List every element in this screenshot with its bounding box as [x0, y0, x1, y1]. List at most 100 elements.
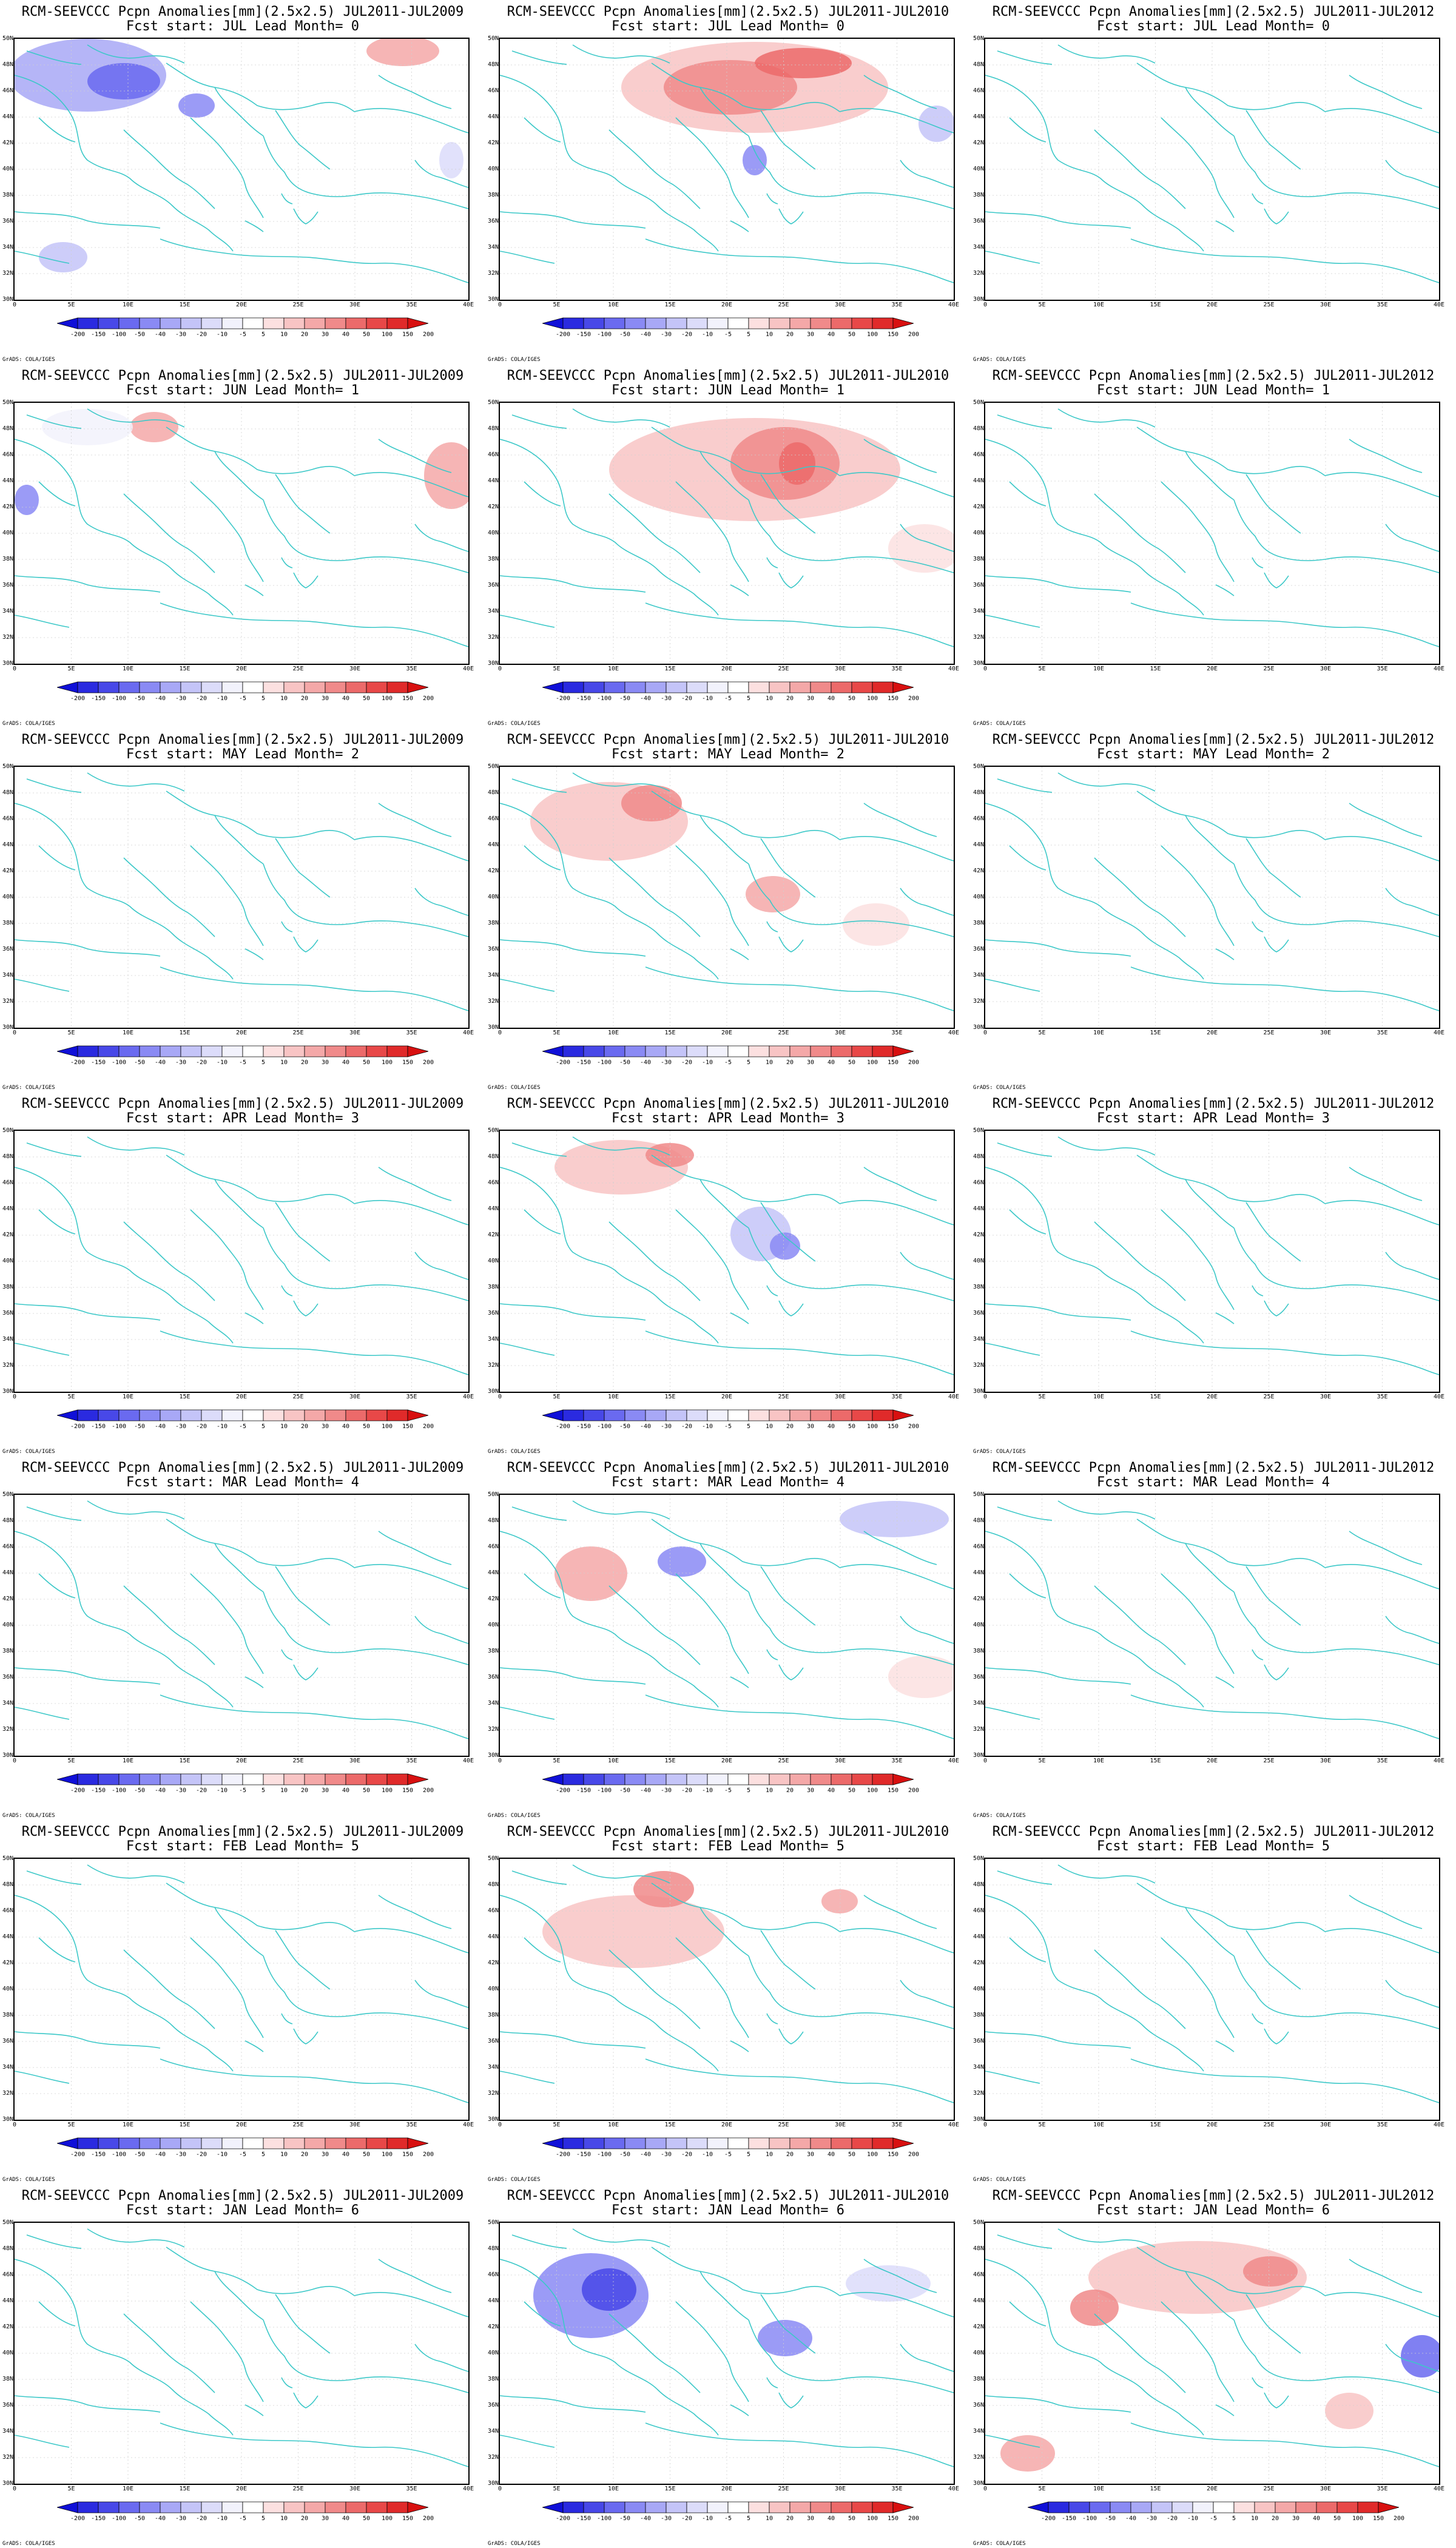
colorbar-swatch [57, 1409, 78, 1421]
coastline [214, 1907, 264, 1956]
panel-title: RCM-SEEVCCC Pcpn Anomalies[mm](2.5x2.5) … [21, 1824, 464, 1839]
colorbar-swatch [263, 681, 285, 693]
anomaly-map [984, 1858, 1440, 2121]
coastline [1233, 1227, 1326, 1289]
colorbar-level-label: 30 [321, 1059, 329, 1066]
colorbar-level-label: 50 [362, 2515, 371, 2522]
coastline [760, 110, 816, 170]
coastline [1252, 2377, 1264, 2388]
colorbar-swatch [583, 2137, 605, 2149]
lon-tick-label: 0 [983, 1030, 988, 1036]
anomaly-area [840, 1501, 949, 1537]
lat-tick-label: 40N [2, 530, 13, 536]
coastline [1324, 556, 1439, 573]
lat-tick-label: 34N [972, 972, 984, 979]
colorbar-swatch [386, 317, 408, 329]
lat-tick-label: 34N [972, 1336, 984, 1343]
anomaly-map [499, 38, 955, 301]
lat-tick-label: 50N [487, 1491, 499, 1498]
colorbar-level-label: 30 [321, 695, 329, 702]
anomaly-area [658, 1546, 706, 1577]
lon-tick-label: 5E [1038, 2122, 1046, 2128]
coastline [608, 2313, 701, 2393]
lat-tick-label: 32N [2, 270, 13, 277]
lat-tick-label: 46N [2, 815, 13, 822]
colorbar-level-label: -50 [1104, 2515, 1116, 2522]
lon-tick-label: 35E [1377, 2122, 1388, 2128]
colorbar-level-label: 100 [381, 2151, 393, 2158]
colorbar-swatch [304, 1409, 326, 1421]
colorbar-swatch [386, 1045, 408, 1057]
coastline [26, 1870, 82, 1885]
colorbar-swatch [98, 317, 120, 329]
lon-tick-label: 10E [122, 2122, 134, 2128]
colorbar-level-label: 50 [362, 1787, 371, 1794]
coastline [1057, 772, 1156, 792]
colorbar-level-label: 20 [786, 2151, 794, 2158]
lon-tick-label: 35E [1377, 1030, 1388, 1036]
lat-tick-label: 42N [2, 1960, 13, 1966]
lat-tick-label: 34N [487, 2428, 499, 2435]
colorbar-swatch [304, 317, 326, 329]
lat-tick-label: 50N [972, 1491, 984, 1498]
coastline [997, 1870, 1053, 1885]
colorbar-swatch [139, 1773, 161, 1785]
lon-tick-label: 0 [12, 2486, 17, 2492]
panel-title: RCM-SEEVCCC Pcpn Anomalies[mm](2.5x2.5) … [507, 1096, 949, 1111]
lat-tick-label: 38N [487, 2012, 499, 2018]
lat-tick-label: 38N [487, 2376, 499, 2382]
lon-tick-label: 20E [721, 302, 733, 308]
coastline [985, 2071, 1040, 2084]
colorbar-level-label: -50 [133, 695, 146, 702]
lon-tick-label: 15E [1150, 2486, 1161, 2492]
grads-credit: GrADS: COLA/IGES [2, 1085, 55, 1091]
lat-tick-label: 36N [2, 582, 13, 588]
colorbar-swatch [77, 317, 99, 329]
colorbar-level-label: -5 [238, 1787, 247, 1794]
colorbar-level-label: -30 [175, 2151, 187, 2158]
coastline [166, 2246, 355, 2296]
lat-tick-label: 44N [487, 1569, 499, 1576]
coastline [123, 1221, 215, 1301]
colorbar [542, 2501, 914, 2513]
lat-tick-label: 44N [972, 1933, 984, 1940]
coastline [608, 1221, 701, 1301]
anomaly-area [178, 93, 215, 118]
lon-tick-label: 5E [67, 666, 75, 672]
lat-tick-label: 38N [487, 1284, 499, 1290]
colorbar-swatch [118, 2501, 140, 2513]
lon-tick-label: 35E [406, 302, 417, 308]
colorbar-swatch [1089, 2501, 1111, 2513]
colorbar-swatch [624, 1773, 646, 1785]
colorbar-level-label: 40 [827, 2151, 835, 2158]
colorbar-level-label: -5 [238, 2515, 247, 2522]
lat-tick-label: 38N [2, 920, 13, 926]
coastline [281, 1649, 293, 1660]
lon-tick-label: 10E [122, 2486, 134, 2492]
coastline [997, 1142, 1053, 1157]
colorbar-swatch [562, 2137, 584, 2149]
coastline [748, 499, 840, 561]
colorbar-level-label: 5 [261, 2515, 266, 2522]
colorbar-level-label: -40 [1125, 2515, 1137, 2522]
lon-tick-label: 5E [1038, 302, 1046, 308]
colorbar-level-label: -5 [238, 695, 247, 702]
colorbar-swatch [789, 1773, 811, 1785]
coastline [863, 1531, 937, 1565]
coastline [354, 556, 468, 573]
colorbar-swatch [242, 681, 264, 693]
coastline [1215, 1312, 1235, 1324]
panel-subtitle: Fcst start: FEB Lead Month= 5 [126, 1839, 360, 1854]
lon-tick-label: 15E [179, 1394, 190, 1400]
colorbar-swatch [604, 681, 625, 693]
lat-tick-label: 44N [2, 113, 13, 120]
coastline [1161, 1573, 1235, 1674]
grads-credit: GrADS: COLA/IGES [2, 357, 55, 363]
lat-tick-label: 42N [972, 2324, 984, 2330]
colorbar-swatch [325, 317, 346, 329]
lon-tick-label: 25E [778, 666, 789, 672]
map-canvas [15, 403, 468, 664]
coastline [1349, 75, 1423, 109]
lat-tick-label: 40N [487, 1258, 499, 1264]
colorbar-level-label: 5 [261, 2151, 266, 2158]
